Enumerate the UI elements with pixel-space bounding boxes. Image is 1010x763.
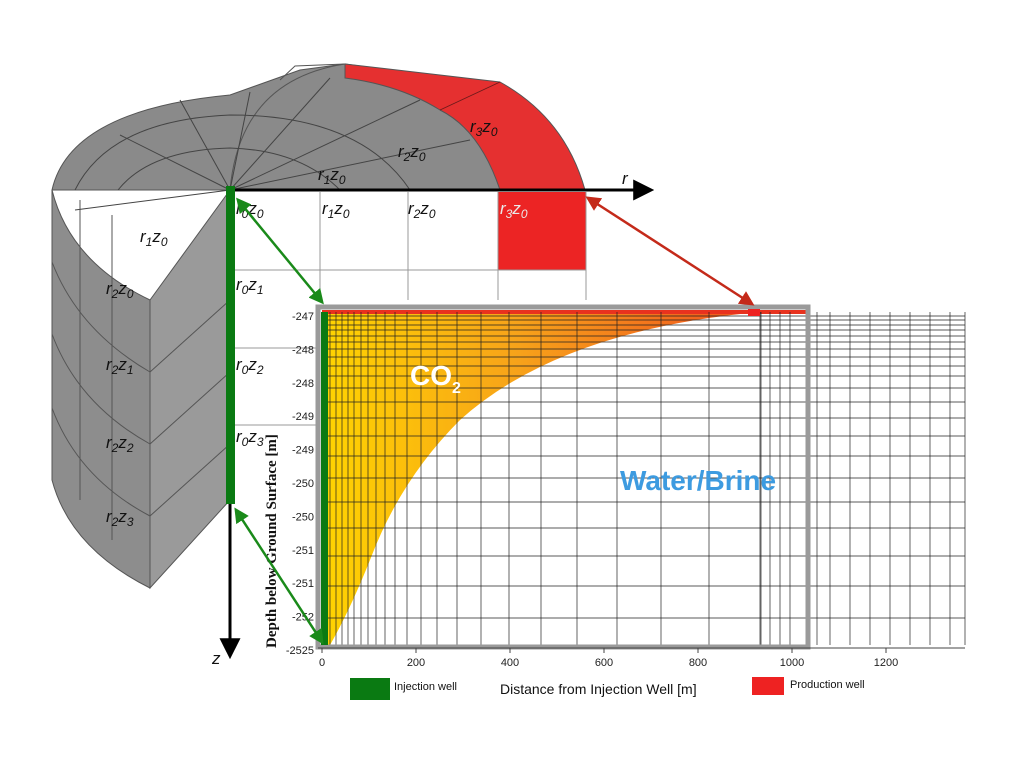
x-tick-label: 1200	[874, 657, 898, 669]
x-tick-label: 400	[501, 657, 519, 669]
x-axis-title: Distance from Injection Well [m]	[500, 681, 697, 697]
simulation-panel: CO2 Water/Brine	[315, 304, 966, 650]
y-tick-label: -250	[292, 478, 314, 490]
z-axis-label: z	[211, 649, 221, 668]
radial-grid-2d: r0z0 r1z0 r2z0 r3z0 r0z1 r0z2 r0z3	[230, 192, 587, 449]
co2-plume	[322, 312, 760, 645]
x-tick-label: 800	[689, 657, 707, 669]
x-tick-labels: 0 200 400 600 800 1000 1200	[319, 648, 898, 669]
y-tick-label: -251	[292, 578, 314, 590]
label-top-r3z0: r3z0	[470, 117, 498, 139]
label-side-r2z0: r2z0	[106, 279, 134, 301]
y-tick-label: -251	[292, 545, 314, 557]
legend-injection-swatch	[350, 678, 390, 700]
legend-injection-label: Injection well	[394, 681, 457, 693]
y-tick-label: -249	[292, 445, 314, 457]
label-side-r1z0: r1z0	[140, 227, 168, 249]
brine-label: Water/Brine	[620, 465, 776, 496]
label-row-r0z2: r0z2	[236, 355, 264, 377]
label-row-r0z3: r0z3	[236, 427, 264, 449]
plume-top-band	[322, 310, 810, 314]
cylinder-3d: r3z0 r2z0 r1z0 r1z0 r2z0 r2z1 r2z2 r2z3	[51, 63, 586, 590]
y-tick-label: -249	[292, 411, 314, 423]
x-tick-label: 0	[319, 657, 325, 669]
production-arrow	[585, 196, 755, 306]
label-row-r2z0: r2z0	[408, 199, 436, 221]
production-well-panel	[748, 309, 760, 316]
production-cell	[498, 192, 586, 270]
legend-production-label: Production well	[790, 679, 865, 691]
cylinder-bands	[51, 200, 231, 540]
r-axis-label: r	[622, 169, 629, 188]
y-axis-title: Depth below Ground Surface [m]	[264, 434, 280, 648]
label-side-r2z2: r2z2	[106, 433, 134, 455]
co2-label: CO2	[410, 360, 461, 397]
x-tick-label: 200	[407, 657, 425, 669]
injection-well-3d	[226, 186, 235, 504]
legend-production-swatch	[752, 677, 784, 695]
y-tick-label: -250	[292, 511, 314, 523]
x-tick-label: 600	[595, 657, 613, 669]
x-tick-label: 1000	[780, 657, 804, 669]
label-row-r3z0: r3z0	[500, 199, 528, 221]
label-row-r1z0: r1z0	[322, 199, 350, 221]
label-side-r2z3: r2z3	[106, 507, 134, 529]
y-tick-labels: -247 -248 -248 -249 -249 -250 -250 -251 -251 -252…	[286, 311, 314, 657]
label-row-r0z1: r0z1	[236, 275, 264, 297]
injection-well-panel	[321, 312, 328, 645]
panel-frame	[315, 304, 811, 650]
injection-arrow-bottom	[234, 507, 324, 645]
label-top-r2z0: r2z0	[398, 142, 426, 164]
label-top-r1z0: r1z0	[318, 165, 346, 187]
cylinder-side	[51, 189, 151, 589]
production-sector-top	[344, 63, 586, 191]
y-tick-label: -2525	[286, 645, 314, 657]
cylinder-front	[149, 188, 231, 590]
label-side-r2z1: r2z1	[106, 355, 134, 377]
injection-arrow-top	[236, 197, 324, 305]
y-tick-label: -247	[292, 311, 314, 323]
y-tick-label: -248	[292, 378, 314, 390]
y-tick-label: -248	[292, 344, 314, 356]
panel-grid	[322, 312, 966, 645]
